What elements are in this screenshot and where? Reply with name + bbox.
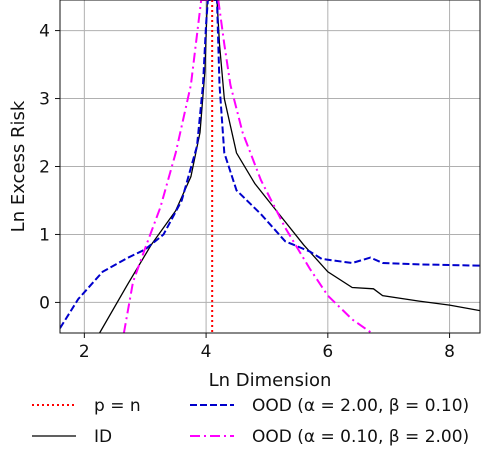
y-tick-label: 1 — [39, 225, 50, 245]
legend: p = n ID OOD (α = 2.00, β = 0.10) OOD (α = … — [32, 396, 469, 447]
x-axis-title: Ln Dimension — [209, 370, 332, 391]
x-tick-label: 6 — [322, 342, 333, 362]
y-tick-label: 2 — [39, 158, 50, 178]
legend-label-1: p = n — [94, 396, 141, 416]
y-tick-label: 0 — [39, 293, 50, 313]
plot-area — [60, 0, 480, 333]
y-axis-title: Ln Excess Risk — [8, 100, 29, 232]
y-tick-label: 3 — [39, 90, 50, 110]
legend-label-3: OOD (α = 2.00, β = 0.10) — [252, 396, 469, 416]
x-tick-label: 2 — [79, 342, 90, 362]
legend-label-4: OOD (α = 0.10, β = 2.00) — [252, 427, 469, 447]
series-line-2 — [60, 0, 480, 329]
legend-label-2: ID — [94, 427, 112, 447]
x-axis: 2 4 6 8 — [79, 333, 455, 362]
y-axis: 0 1 2 3 4 — [39, 22, 60, 313]
y-tick-label: 4 — [39, 22, 50, 42]
grid — [60, 0, 480, 333]
x-tick-label: 4 — [201, 342, 212, 362]
series-line-3 — [122, 0, 374, 333]
x-tick-label: 8 — [444, 342, 455, 362]
series-line-1 — [99, 0, 480, 333]
